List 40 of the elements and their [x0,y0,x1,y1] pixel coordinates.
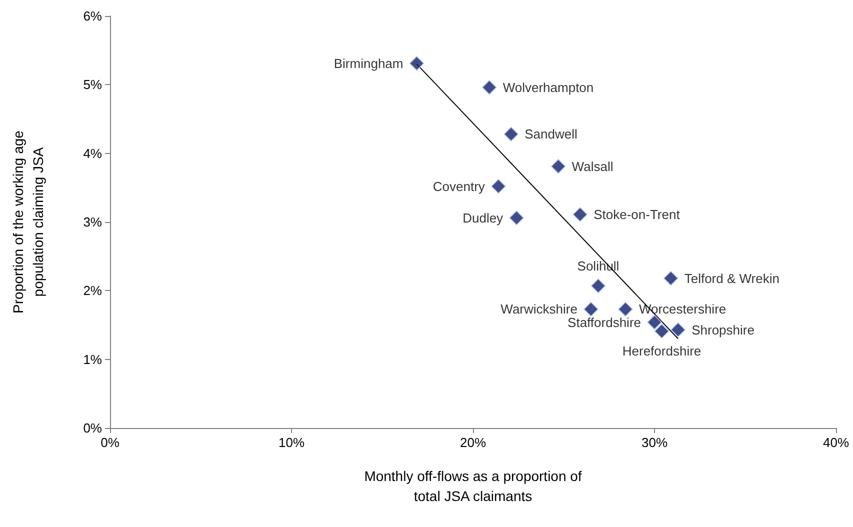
series-label: Telford & Wrekin [684,270,780,286]
y-tick-label: 0% [83,420,102,436]
y-tick-label: 1% [83,352,102,367]
point [409,56,424,71]
point [504,126,519,142]
point [654,324,670,339]
series-label: Sandwell [524,126,578,142]
y-tick-label: 3% [83,214,102,230]
series-label: Dudley [462,210,504,226]
point [663,270,678,286]
point [572,206,588,222]
x-axis-title: Monthly off-flows as a proportion of total JSA claimants [364,468,582,504]
series-label: Wolverhampton [502,80,594,95]
series-label: Staffordshire [568,314,641,330]
y-tick-label: 4% [83,146,102,161]
series-label: Birmingham [334,56,404,71]
series-label: Herefordshire [622,344,702,359]
point [618,302,633,317]
y-tick-label: 6% [83,8,102,24]
series-label: Warwickshire [500,302,578,317]
point [482,80,497,95]
y-axis-title: Proportion of the working age population claiming JSA [10,130,46,314]
point [509,210,524,226]
point [670,322,686,338]
series-label: Shropshire [692,322,754,338]
series-label: Walsall [572,158,614,174]
series-label: Coventry [432,178,486,194]
point [550,158,566,174]
point [490,178,506,194]
x-tick-label: 40% [822,435,850,450]
point [647,314,662,330]
x-tick-label: 30% [641,435,668,450]
x-tick-label: 20% [460,435,486,450]
x-tick-label: 0% [100,435,120,450]
x-tick-label: 10% [278,435,305,450]
y-tick-label: 2% [83,283,102,298]
point [590,278,606,294]
series-label: Stoke-on-Trent [594,206,680,222]
y-tick-label: 5% [83,77,102,92]
point [583,302,598,317]
